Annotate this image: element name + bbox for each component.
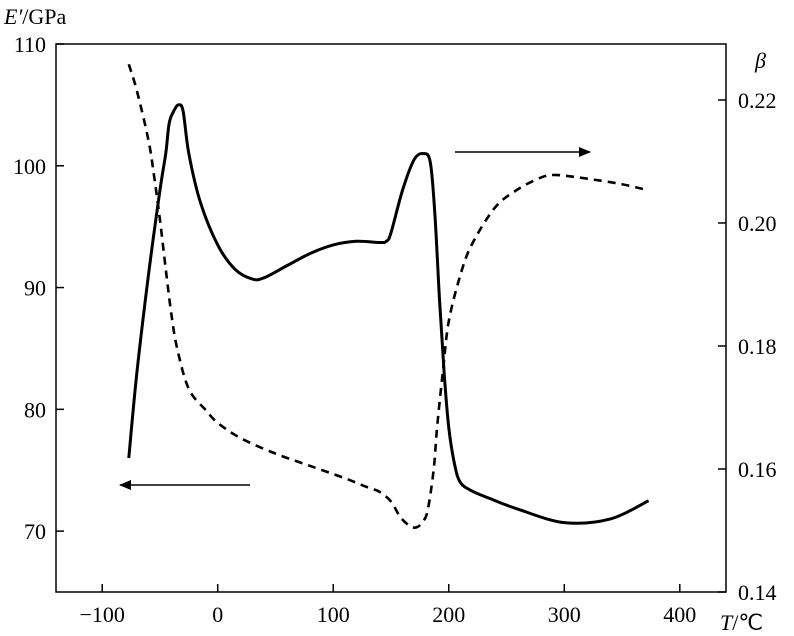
x-axis: −100 0 100 200 300 400 — [79, 584, 696, 627]
x-tick-label: 100 — [317, 602, 350, 627]
x-axis-title: T/℃ — [720, 610, 763, 635]
x-tick-label: 0 — [212, 602, 223, 627]
series-line-left-axis — [127, 103, 650, 525]
x-tick-label: −100 — [79, 602, 124, 627]
right-y-tick-label: 0.20 — [738, 211, 777, 236]
left-y-tick-label: 90 — [24, 276, 46, 301]
right-y-axis-title: β — [754, 48, 766, 73]
right-y-axis: 0.14 0.16 0.18 0.20 0.22 — [718, 88, 777, 605]
right-y-tick-label: 0.14 — [738, 580, 777, 605]
left-y-axis-title: E′/GPa — [3, 4, 67, 29]
x-tick-label: 400 — [663, 602, 696, 627]
left-y-tick-label: 80 — [24, 397, 46, 422]
left-y-tick-label: 110 — [14, 32, 46, 57]
right-y-tick-label: 0.22 — [738, 88, 777, 113]
x-tick-label: 300 — [548, 602, 581, 627]
left-y-axis: 70 80 90 100 110 — [13, 32, 64, 544]
right-y-tick-label: 0.18 — [738, 334, 777, 359]
x-tick-label: 200 — [432, 602, 465, 627]
right-y-tick-label: 0.16 — [738, 457, 777, 482]
left-y-tick-label: 100 — [13, 154, 46, 179]
plot-frame — [55, 43, 727, 593]
series-line-right-axis — [127, 63, 649, 529]
left-y-tick-label: 70 — [24, 519, 46, 544]
